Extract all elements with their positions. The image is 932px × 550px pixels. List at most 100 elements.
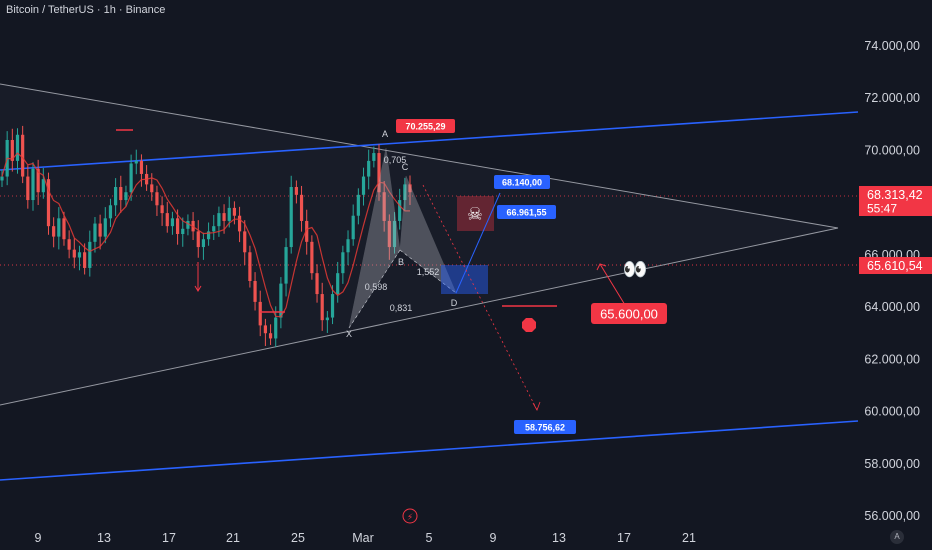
x-axis-labels: 9 13 17 21 25 Mar 5 9 13 17 21 (35, 531, 696, 545)
candle-body (253, 281, 257, 302)
candle-body (346, 239, 350, 253)
support-label-value: 65.600,00 (600, 307, 658, 322)
y-tick-label: 62.000,00 (864, 352, 920, 366)
candle-body (232, 207, 237, 216)
entry-zone-box (441, 265, 488, 294)
candle-body (222, 213, 226, 221)
y-tick-label: 74.000,00 (864, 39, 920, 53)
candle-body (160, 205, 164, 214)
candle-body (294, 187, 298, 195)
candle-body (330, 294, 335, 318)
lightning-icon: ⚡ (407, 513, 413, 523)
current-price-tag: 68.313,42 (867, 188, 923, 202)
candle-body (62, 218, 66, 240)
target-low-bg (514, 420, 576, 434)
candle-body (57, 218, 61, 237)
candle-body (155, 192, 159, 206)
target-2-value: 66.961,55 (506, 208, 546, 218)
candle-body (367, 160, 371, 177)
x-tick-label: 13 (97, 531, 111, 545)
candle-body (134, 160, 138, 164)
candle-body (258, 301, 262, 326)
auto-scale-badge[interactable]: A (890, 530, 904, 544)
pattern-letter-c: C (402, 162, 409, 172)
y-tick-label: 70.000,00 (864, 143, 920, 157)
candle-body (170, 218, 175, 227)
y-tick-label: 58.000,00 (864, 457, 920, 471)
candle-body (206, 231, 211, 240)
candle-body (83, 252, 87, 268)
label-a-value: 70.255,29 (405, 122, 445, 132)
candle-body (77, 252, 82, 258)
candle-body (0, 176, 4, 181)
candle-body (119, 187, 123, 201)
skull-icon: ☠ (467, 204, 483, 225)
ratio-ac: 0,705 (384, 155, 407, 165)
candle-body (248, 252, 252, 281)
candle-body (372, 153, 376, 161)
level-price-tag: 65.610,54 (867, 259, 923, 273)
candle-body (403, 184, 407, 201)
x-tick-label: 25 (291, 531, 305, 545)
y-tick-label: 72.000,00 (864, 91, 920, 105)
pattern-triangle-bcd (399, 175, 457, 294)
candle-body (72, 249, 76, 258)
candle-body (315, 273, 319, 295)
candle-body (10, 140, 14, 161)
candle-body (392, 220, 397, 248)
candle-body (114, 187, 118, 206)
candle-body (139, 160, 144, 174)
target-1-bg (494, 175, 550, 189)
candle-body (21, 134, 25, 177)
candle-body (108, 205, 113, 219)
candle-body (279, 283, 283, 318)
candle-body (341, 252, 345, 274)
pattern-letter-d: D (451, 298, 458, 308)
pattern-letter-x: X (346, 329, 352, 339)
candle-body (377, 153, 381, 193)
triangle-area (0, 84, 838, 405)
candle-body (382, 192, 386, 221)
ratio-xd: 0,831 (390, 303, 413, 313)
pattern-letter-a: A (382, 129, 388, 139)
candle-body (15, 134, 20, 161)
candle-body (351, 215, 355, 240)
candle-body (289, 187, 293, 248)
ratio-bd: 1,552 (417, 267, 440, 277)
x-tick-label: 17 (162, 531, 176, 545)
y-axis-labels: 74.000,0072.000,0070.000,0068.000,0066.0… (864, 39, 920, 523)
candle-body (325, 317, 329, 321)
candle-body (284, 247, 288, 284)
ratio-xb: 0,598 (365, 282, 388, 292)
candle-body (103, 218, 107, 237)
down-arrow-head (194, 285, 202, 292)
candle-body (88, 241, 92, 268)
candle-body (227, 207, 231, 221)
target-2-bg (497, 205, 556, 219)
candle-body (31, 168, 35, 201)
projection-up-arrow (455, 192, 501, 294)
candle-body (186, 220, 190, 229)
candle-body (175, 218, 180, 234)
candle-body (36, 168, 40, 193)
candle-body (237, 215, 242, 232)
drop-projection-line (422, 184, 538, 411)
channel-upper-line (0, 111, 859, 171)
x-tick-label: 21 (226, 531, 240, 545)
x-tick-label: 17 (617, 531, 631, 545)
x-tick-label: Mar (352, 531, 374, 545)
danger-zone-box (457, 196, 494, 231)
triangle-lower-line (0, 227, 839, 406)
candle-body (93, 223, 97, 242)
candle-body (67, 239, 71, 250)
support-label-bg (591, 303, 667, 324)
target-low-value: 58.756,62 (525, 423, 565, 433)
moving-average-line (1, 152, 410, 318)
countdown-tag: 55:47 (867, 202, 897, 216)
label-a-bg (396, 119, 455, 133)
stop-sign-icon (522, 318, 536, 332)
symbol-title[interactable]: Bitcoin / TetherUS · 1h · Binance (6, 4, 166, 16)
pattern-triangle-xab (348, 147, 401, 329)
candle-body (217, 213, 221, 227)
